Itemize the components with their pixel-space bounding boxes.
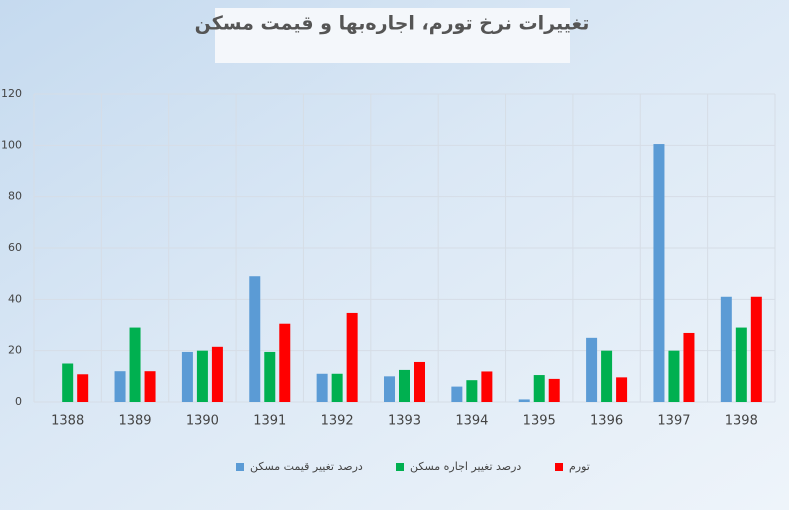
bar	[668, 350, 680, 402]
bar	[144, 371, 156, 402]
bar	[129, 327, 141, 402]
bar	[533, 375, 545, 402]
x-tick-label: 1392	[321, 414, 354, 429]
bar	[616, 377, 628, 402]
bar	[346, 312, 358, 402]
x-tick-label: 1397	[657, 414, 690, 429]
legend-label: درصد تغییر قیمت مسکن	[250, 460, 363, 473]
y-tick-label: 40	[8, 292, 22, 305]
x-tick-label: 1396	[590, 414, 623, 429]
bar	[331, 373, 343, 402]
bar	[451, 386, 463, 402]
legend-swatch	[555, 463, 563, 471]
x-tick-label: 1398	[725, 414, 758, 429]
bar	[384, 376, 395, 402]
x-tick-label: 1389	[118, 414, 151, 429]
x-tick-label: 1393	[388, 414, 421, 429]
chart-title: تغییرات نرخ تورم، اجاره‌بها و قیمت مسکن	[195, 13, 590, 35]
bar	[279, 323, 291, 402]
x-tick-label: 1394	[455, 414, 488, 429]
y-tick-label: 60	[8, 241, 22, 254]
y-tick-label: 20	[8, 344, 22, 357]
bar	[249, 276, 261, 402]
bar	[264, 351, 276, 402]
bar	[481, 371, 493, 402]
y-tick-label: 0	[15, 395, 22, 408]
bar	[518, 399, 530, 402]
bar	[181, 351, 193, 402]
bar	[548, 378, 560, 402]
bar	[77, 374, 89, 402]
x-tick-label: 1395	[523, 414, 556, 429]
y-tick-label: 120	[1, 87, 22, 100]
bar	[601, 350, 613, 402]
bar	[316, 373, 328, 402]
legend-label: تورم	[569, 460, 590, 473]
bar	[399, 369, 410, 402]
legend-swatch	[236, 463, 244, 471]
bar	[114, 371, 126, 402]
x-tick-label: 1390	[186, 414, 219, 429]
bar	[466, 380, 478, 402]
legend-swatch	[396, 463, 404, 471]
bar	[653, 144, 665, 403]
legend-label: درصد تغییر اجاره مسکن	[410, 460, 521, 473]
bar	[414, 361, 425, 402]
bar	[211, 346, 223, 402]
y-tick-label: 80	[8, 190, 22, 203]
bar	[735, 327, 747, 402]
bar	[196, 350, 208, 402]
x-tick-label: 1388	[51, 414, 84, 429]
y-tick-label: 100	[1, 138, 22, 151]
x-tick-label: 1391	[253, 414, 286, 429]
title-box	[215, 8, 570, 63]
bar	[750, 296, 762, 402]
bar	[586, 337, 598, 402]
bar	[62, 363, 74, 402]
bar	[720, 296, 732, 402]
bar	[683, 332, 695, 402]
